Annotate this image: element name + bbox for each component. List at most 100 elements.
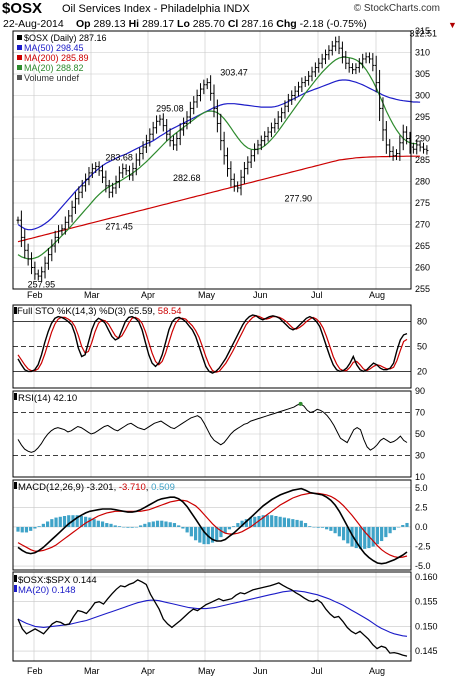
macd-histogram-bar <box>358 526 363 549</box>
macd-histogram-bar <box>257 516 261 527</box>
stochastic-panel-frame <box>12 304 412 389</box>
macd-histogram-bar <box>126 526 130 528</box>
month-label: Jun <box>253 290 268 300</box>
macd-histogram-bar <box>333 526 337 534</box>
quote-date: 22-Aug-2014 <box>3 18 64 30</box>
macd-histogram-bar <box>54 517 58 527</box>
macd-histogram-bar <box>308 526 312 527</box>
rsi-swatch <box>14 393 17 400</box>
macd-histogram-bar <box>181 526 185 529</box>
credit-text: © StockCharts.com <box>353 3 440 14</box>
macd-histogram-bar <box>79 516 84 527</box>
macd-line <box>17 487 408 565</box>
month-label: Jul <box>311 666 323 676</box>
stochastic-d-value: 58.54 <box>158 306 182 317</box>
high-label: Hi <box>128 18 140 30</box>
ratio-tick-label: 0.145 <box>415 646 438 656</box>
macd-histogram-bar <box>282 517 286 527</box>
price-annotation: 303.47 <box>220 68 248 78</box>
macd-histogram-bar <box>198 526 202 543</box>
macd-histogram-bar <box>105 523 109 527</box>
macd-tick-label: 2.5 <box>415 502 428 512</box>
macd-signal-value: -3.710 <box>119 482 146 493</box>
price-axis-tick-label: 300 <box>415 91 430 101</box>
legend-swatch <box>17 55 22 60</box>
macd-histogram-bar <box>261 515 265 527</box>
macd-histogram-bar <box>151 521 155 527</box>
macd-histogram-bar <box>50 519 54 527</box>
month-label: Feb <box>27 290 43 300</box>
month-label: Apr <box>141 290 155 300</box>
macd-histogram-bar <box>109 523 113 527</box>
macd-histogram-bar <box>253 516 257 527</box>
macd-histogram-bar <box>100 521 105 527</box>
month-label: Feb <box>27 666 43 676</box>
macd-tick-label: -2.5 <box>415 542 431 552</box>
month-label: May <box>198 666 216 676</box>
ratio-label: $OSX:$SPX 0.144 <box>18 575 97 586</box>
price-annotation: 277.90 <box>284 194 312 204</box>
macd-histogram-bar <box>401 525 405 527</box>
price-axis-tick-label: 275 <box>415 198 430 208</box>
macd-histogram-bar <box>278 516 282 527</box>
open-label: Op <box>76 18 91 30</box>
macd-histogram-bar <box>312 526 316 528</box>
macd-histogram-bar <box>244 519 248 527</box>
macd-histogram-bar <box>320 526 325 528</box>
macd-histogram-bar <box>160 520 164 527</box>
rsi-label: RSI(14) 42.10 <box>18 393 77 404</box>
price-annotation: 257.95 <box>28 279 56 289</box>
legend-entry: $OSX (Daily) 287.16 <box>24 33 107 43</box>
macd-histogram-bar <box>388 526 392 534</box>
macd-histogram-bar <box>367 526 371 549</box>
macd-histogram-bar <box>325 526 329 530</box>
price-axis-tick-label: 315 <box>415 26 430 36</box>
ma200-line <box>17 155 421 243</box>
price-axis-tick-label: 255 <box>415 284 430 294</box>
low-label: Lo <box>177 18 190 30</box>
ratio-tick-label: 0.160 <box>415 572 438 582</box>
quote-line: Op 289.13 Hi 289.17 Lo 285.70 Cl 287.16 … <box>76 18 367 30</box>
macd-histogram-bar <box>405 522 409 527</box>
price-axis-tick-label: 270 <box>415 220 430 230</box>
price-annotation: 282.68 <box>173 173 201 183</box>
macd-histogram-bar <box>287 518 291 527</box>
rsi-tick-label: 90 <box>415 386 425 396</box>
month-label: Mar <box>84 666 100 676</box>
macd-histogram-bar <box>139 525 143 527</box>
price-axis-tick-label: 285 <box>415 155 430 165</box>
macd-sep: , <box>146 482 151 493</box>
macd-histogram-bar <box>350 526 354 547</box>
ma50-line <box>17 79 421 231</box>
macd-histogram-bar <box>210 526 215 543</box>
macd-histogram-bar <box>168 522 172 527</box>
rsi-tick-label: 70 <box>415 408 425 418</box>
ratio-swatch <box>14 575 17 582</box>
high-value: 289.17 <box>141 18 175 30</box>
price-annotation: 271.45 <box>105 221 133 231</box>
legend-entry: Volume undef <box>24 73 80 83</box>
month-label: Aug <box>369 290 385 300</box>
macd-histogram-bar <box>20 526 24 533</box>
macd-histogram-bar <box>270 515 274 527</box>
macd-histogram-bar <box>337 526 341 537</box>
rsi-tick-label: 50 <box>415 429 425 439</box>
macd-histogram-bar <box>396 526 401 528</box>
stochastic-tick-label: 20 <box>417 366 427 376</box>
macd-histogram-bar <box>75 515 79 527</box>
macd-histogram-bar <box>122 526 126 528</box>
ratio-line <box>17 579 408 657</box>
ratio-panel-frame <box>12 571 412 662</box>
macd-signal-line <box>17 492 408 559</box>
index-name: Oil Services Index - Philadelphia INDX <box>62 3 250 15</box>
macd-histogram-bar <box>274 516 278 527</box>
month-label: May <box>198 290 216 300</box>
rsi-panel-frame <box>12 390 412 478</box>
macd-histogram-bar <box>295 519 299 527</box>
macd-tick-label: 5.0 <box>415 483 428 493</box>
macd-histogram-bar <box>236 523 240 527</box>
macd-histogram-bar <box>117 526 122 527</box>
macd-histogram-bar <box>363 526 367 549</box>
macd-histogram-bar <box>134 526 138 528</box>
